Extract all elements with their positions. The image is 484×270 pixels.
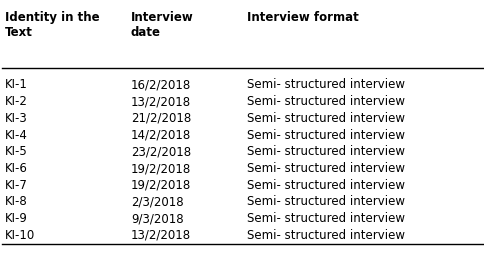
Text: KI-10: KI-10 (5, 229, 35, 242)
Text: 23/2/2018: 23/2/2018 (131, 145, 191, 158)
Text: 9/3/2018: 9/3/2018 (131, 212, 183, 225)
Text: Semi- structured interview: Semi- structured interview (247, 162, 405, 175)
Text: 16/2/2018: 16/2/2018 (131, 78, 191, 91)
Text: 2/3/2018: 2/3/2018 (131, 195, 183, 208)
Text: Semi- structured interview: Semi- structured interview (247, 78, 405, 91)
Text: Identity in the
Text: Identity in the Text (5, 11, 99, 39)
Text: KI-2: KI-2 (5, 95, 28, 108)
Text: Semi- structured interview: Semi- structured interview (247, 112, 405, 125)
Text: Interview format: Interview format (247, 11, 358, 24)
Text: Semi- structured interview: Semi- structured interview (247, 212, 405, 225)
Text: 13/2/2018: 13/2/2018 (131, 229, 191, 242)
Text: 14/2/2018: 14/2/2018 (131, 129, 191, 141)
Text: Semi- structured interview: Semi- structured interview (247, 195, 405, 208)
Text: Semi- structured interview: Semi- structured interview (247, 229, 405, 242)
Text: Semi- structured interview: Semi- structured interview (247, 145, 405, 158)
Text: KI-8: KI-8 (5, 195, 28, 208)
Text: KI-4: KI-4 (5, 129, 28, 141)
Text: Semi- structured interview: Semi- structured interview (247, 179, 405, 192)
Text: Interview
date: Interview date (131, 11, 193, 39)
Text: KI-3: KI-3 (5, 112, 28, 125)
Text: KI-5: KI-5 (5, 145, 28, 158)
Text: KI-7: KI-7 (5, 179, 28, 192)
Text: 21/2/2018: 21/2/2018 (131, 112, 191, 125)
Text: Semi- structured interview: Semi- structured interview (247, 129, 405, 141)
Text: 19/2/2018: 19/2/2018 (131, 162, 191, 175)
Text: 13/2/2018: 13/2/2018 (131, 95, 191, 108)
Text: Semi- structured interview: Semi- structured interview (247, 95, 405, 108)
Text: 19/2/2018: 19/2/2018 (131, 179, 191, 192)
Text: KI-9: KI-9 (5, 212, 28, 225)
Text: KI-1: KI-1 (5, 78, 28, 91)
Text: KI-6: KI-6 (5, 162, 28, 175)
